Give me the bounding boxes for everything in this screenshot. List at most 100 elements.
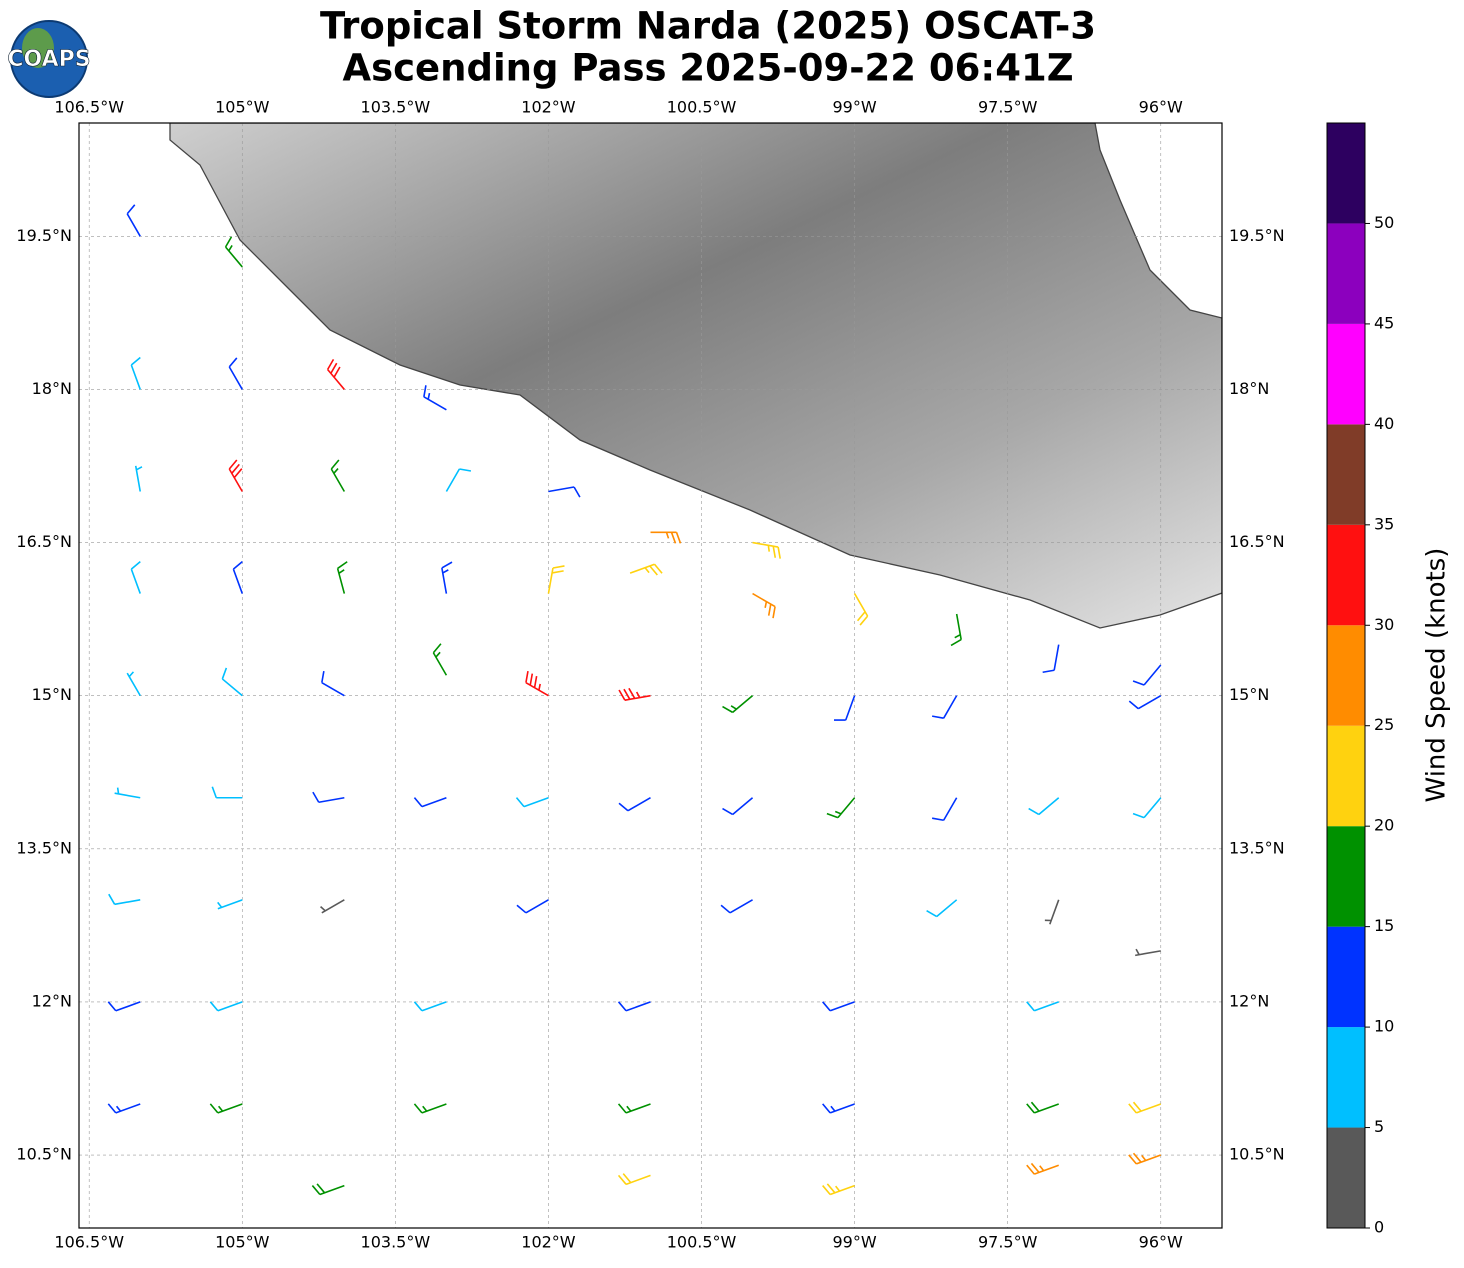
colorbar-segment <box>1327 826 1365 927</box>
wind-barb <box>221 667 243 697</box>
wind-barb <box>1128 1152 1162 1165</box>
subtitle: Ascending Pass 2025-09-22 06:41Z <box>342 47 1073 90</box>
x-tick-label-bottom: 105°W <box>215 1233 270 1252</box>
colorbar-tick-label: 10 <box>1374 1017 1394 1036</box>
wind-barb <box>228 459 243 492</box>
wind-barb <box>311 1183 345 1196</box>
colorbar-segment <box>1327 524 1365 626</box>
colorbar-tick-label: 35 <box>1374 514 1394 533</box>
y-tick-label-left: 13.5°N <box>16 838 72 857</box>
x-tick-label-bottom: 102°W <box>521 1233 576 1252</box>
wind-barb <box>441 561 453 594</box>
y-tick-label-left: 10.5°N <box>16 1145 72 1164</box>
x-tick-label-top: 96°W <box>1139 98 1183 117</box>
colorbar-segment <box>1327 725 1365 827</box>
land <box>169 123 1222 629</box>
x-tick-label-top: 100.5°W <box>667 98 737 117</box>
colorbar-segment <box>1327 123 1365 224</box>
wind-barb <box>413 1001 447 1012</box>
wind-barb <box>950 613 962 647</box>
colorbar: 0 5 10 15 20 25 30 35 40 45 50 <box>1326 122 1394 1237</box>
y-tick-label-left: 19.5°N <box>16 226 72 245</box>
wind-barb <box>1042 644 1060 674</box>
colorbar-segment <box>1327 926 1365 1028</box>
colorbar-label: Wind Speed (knots) <box>1422 548 1452 803</box>
wind-barb <box>134 465 143 492</box>
wind-barb <box>822 1103 855 1114</box>
x-tick-label-top: 105°W <box>215 98 270 117</box>
x-tick-label-top: 102°W <box>521 98 576 117</box>
x-tick-label-top: 99°W <box>833 98 877 117</box>
x-tick-label-bottom: 96°W <box>1139 1233 1183 1252</box>
wind-barb <box>722 797 754 816</box>
wind-barb <box>720 899 753 914</box>
y-tick-label-left: 15°N <box>32 685 72 704</box>
logo-text: COAPS <box>7 47 90 72</box>
wind-barb <box>209 1001 243 1012</box>
wind-barb <box>321 670 345 697</box>
colorbar-tick-label: 30 <box>1374 615 1394 634</box>
wind-barb <box>926 899 958 918</box>
wind-barb <box>209 1103 243 1114</box>
wind-barb <box>336 561 348 594</box>
wind-barb <box>822 1183 855 1196</box>
colorbar-segment <box>1327 223 1365 324</box>
wind-barb <box>650 531 682 544</box>
wind-barb <box>228 357 243 390</box>
colorbar-segment <box>1327 424 1365 525</box>
colorbar-tick-label: 50 <box>1374 213 1394 232</box>
y-tick-label-right: 12°N <box>1229 991 1269 1010</box>
colorbar-segment <box>1327 625 1365 726</box>
wind-barb <box>107 1103 141 1114</box>
x-tick-label-bottom: 99°W <box>833 1233 877 1252</box>
wind-barb <box>525 670 549 697</box>
grid: 106.5°W 106.5°W 105°W 105°W 103.5°W 103.5°W 10… <box>16 98 1284 1252</box>
wind-barb <box>130 356 141 390</box>
wind-barb <box>931 695 958 719</box>
wind-barb <box>752 592 776 619</box>
wind-barb <box>107 1001 141 1012</box>
wind-barb <box>853 593 869 626</box>
colorbar-segment <box>1327 1127 1365 1228</box>
plot-frame <box>78 122 1223 1229</box>
colorbar-segment <box>1327 1027 1365 1128</box>
logo: COAPS <box>7 20 91 98</box>
wind-barb <box>326 358 345 390</box>
wind-barb <box>130 561 141 594</box>
y-tick-label-left: 16.5°N <box>16 532 72 551</box>
wind-barb <box>1128 694 1162 710</box>
colorbar-tick-label: 5 <box>1374 1117 1384 1136</box>
wind-barb <box>1026 1162 1059 1175</box>
x-tick-label-bottom: 97.5°W <box>978 1233 1038 1252</box>
x-tick-label-top: 103.5°W <box>361 98 431 117</box>
wind-barb <box>232 561 244 594</box>
colorbar-tick-label: 20 <box>1374 816 1394 835</box>
y-tick-label-right: 18°N <box>1229 379 1269 398</box>
y-tick-label-left: 12°N <box>32 991 72 1010</box>
wind-barb <box>548 486 581 498</box>
wind-barb <box>618 797 651 812</box>
title: Tropical Storm Narda (2025) OSCAT-3 <box>320 5 1096 48</box>
wind-barb <box>217 899 243 910</box>
y-tick-label-right: 19.5°N <box>1229 226 1285 245</box>
wind-barb <box>432 643 448 676</box>
wind-barb <box>445 468 472 492</box>
wind-barb <box>722 695 754 714</box>
x-tick-label-bottom: 106.5°W <box>54 1233 124 1252</box>
wind-barb <box>423 385 447 411</box>
wind-barb <box>826 797 856 819</box>
wind-barb <box>413 796 447 808</box>
x-tick-label-top: 97.5°W <box>978 98 1038 117</box>
x-tick-label-bottom: 103.5°W <box>361 1233 431 1252</box>
wind-barb <box>931 797 958 822</box>
wind-barb <box>617 1173 651 1186</box>
wind-barb <box>312 791 345 804</box>
wind-barb <box>126 671 141 697</box>
wind-barb <box>618 687 651 701</box>
wind-barb <box>515 796 549 808</box>
basemap <box>79 123 1222 1228</box>
wind-barb <box>224 236 243 268</box>
wind-barb <box>1044 899 1060 925</box>
wind-barb <box>617 1103 651 1114</box>
